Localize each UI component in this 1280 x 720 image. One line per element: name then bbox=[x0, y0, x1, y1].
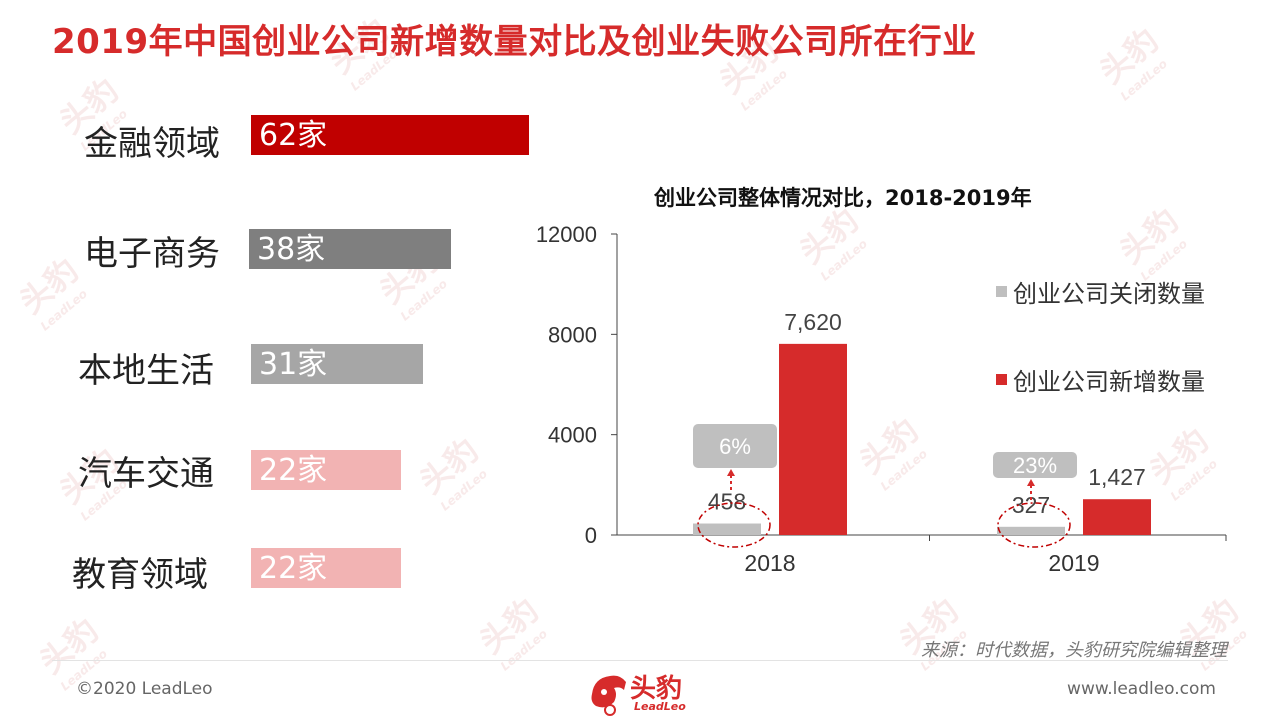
copyright: ©2020 LeadLeo bbox=[76, 679, 213, 699]
y-tick-label: 0 bbox=[585, 523, 597, 548]
data-label: 1,427 bbox=[1088, 464, 1146, 490]
industry-bar: 22家 bbox=[251, 450, 401, 490]
y-tick-label: 4000 bbox=[548, 423, 597, 448]
website-url: www.leadleo.com bbox=[1067, 679, 1216, 699]
industry-value-label: 22家 bbox=[259, 453, 328, 488]
industry-value-label: 38家 bbox=[257, 232, 326, 267]
x-tick-label: 2019 bbox=[1048, 550, 1099, 576]
data-label: 458 bbox=[708, 489, 746, 515]
closed-bar bbox=[693, 523, 761, 535]
data-label: 7,620 bbox=[784, 309, 842, 335]
legend-label: 创业公司新增数量 bbox=[1013, 368, 1205, 396]
logo-subtext: LeadLeo bbox=[634, 700, 686, 713]
legend-swatch bbox=[996, 374, 1007, 385]
industry-value-label: 31家 bbox=[259, 347, 328, 382]
x-tick-label: 2018 bbox=[744, 550, 795, 576]
new-bar bbox=[1083, 499, 1151, 535]
industry-bar: 31家 bbox=[251, 344, 423, 384]
industry-label: 本地生活 bbox=[78, 351, 214, 391]
y-tick-label: 12000 bbox=[536, 222, 597, 247]
industry-label: 电子商务 bbox=[84, 234, 220, 274]
leopard-logo-icon bbox=[591, 675, 626, 716]
ratio-annotation-box bbox=[693, 424, 777, 468]
industry-label: 金融领域 bbox=[84, 124, 220, 164]
ratio-annotation-box bbox=[993, 452, 1077, 478]
industry-label: 教育领域 bbox=[72, 555, 208, 595]
legend-swatch bbox=[996, 286, 1007, 297]
arrow-head-icon bbox=[727, 469, 735, 476]
industry-value-label: 22家 bbox=[259, 551, 328, 586]
arrow-head-icon bbox=[1027, 479, 1035, 486]
source-note: 来源：时代数据，头豹研究院编辑整理 bbox=[921, 640, 1227, 661]
industry-bar: 22家 bbox=[251, 548, 401, 588]
industry-label: 汽车交通 bbox=[78, 454, 214, 494]
highlight-ellipse bbox=[997, 502, 1071, 548]
y-tick-label: 8000 bbox=[548, 322, 597, 347]
footer-divider bbox=[52, 660, 1228, 661]
ratio-annotation-label: 23% bbox=[1013, 453, 1057, 478]
logo-text: 头豹 bbox=[630, 674, 683, 704]
page-title: 2019年中国创业公司新增数量对比及创业失败公司所在行业 bbox=[52, 22, 977, 62]
ratio-annotation-label: 6% bbox=[719, 434, 751, 459]
legend-label: 创业公司关闭数量 bbox=[1013, 280, 1205, 308]
chart-title: 创业公司整体情况对比，2018-2019年 bbox=[654, 186, 1032, 210]
industry-value-label: 62家 bbox=[259, 118, 328, 153]
closed-bar bbox=[997, 526, 1065, 535]
industry-bar: 62家 bbox=[251, 115, 529, 155]
industry-bar: 38家 bbox=[249, 229, 451, 269]
highlight-ellipse bbox=[697, 502, 771, 548]
new-bar bbox=[779, 343, 847, 535]
